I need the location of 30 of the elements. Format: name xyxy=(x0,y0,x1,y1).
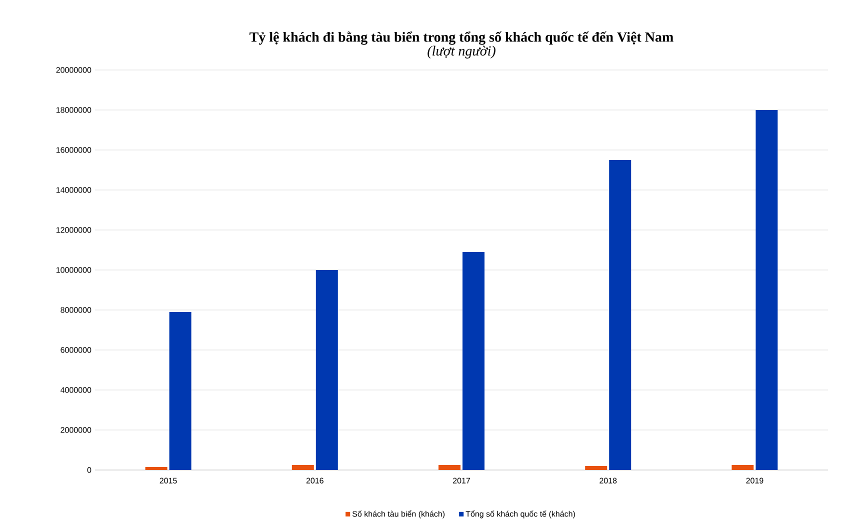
y-tick-label: 14000000 xyxy=(56,187,92,193)
bar xyxy=(438,465,461,470)
y-tick-label: 4000000 xyxy=(60,387,92,393)
y-tick-label: 20000000 xyxy=(56,67,92,73)
x-tick-label: 2017 xyxy=(453,478,470,484)
legend-label: Số khách tàu biển (khách) xyxy=(352,510,445,518)
bar xyxy=(145,467,168,470)
y-tick-label: 10000000 xyxy=(56,267,92,273)
bar xyxy=(292,465,314,470)
y-tick-label: 8000000 xyxy=(60,307,92,313)
y-tick-label: 6000000 xyxy=(60,347,92,353)
bar xyxy=(732,465,754,470)
x-tick-label: 2018 xyxy=(600,478,617,484)
x-tick-label: 2016 xyxy=(306,478,324,484)
chart-subtitle: (lượt người) xyxy=(428,46,496,58)
bar xyxy=(169,312,192,470)
y-tick-label: 2000000 xyxy=(60,427,92,433)
bar xyxy=(609,160,632,470)
x-tick-label: 2019 xyxy=(746,478,764,484)
bar xyxy=(585,466,608,470)
bar xyxy=(756,110,778,470)
y-tick-label: 18000000 xyxy=(56,107,92,113)
bar xyxy=(316,270,338,470)
chart-title: Tỷ lệ khách đi bằng tàu biển trong tổng số khách quốc tế đến Việt Nam xyxy=(250,31,674,45)
y-tick-label: 0 xyxy=(87,467,92,473)
y-tick-label: 12000000 xyxy=(56,227,92,233)
bar xyxy=(462,252,485,470)
legend-label: Tổng số khách quốc tế (khách) xyxy=(466,510,575,518)
y-tick-label: 16000000 xyxy=(56,147,92,153)
x-tick-label: 2015 xyxy=(160,478,177,484)
